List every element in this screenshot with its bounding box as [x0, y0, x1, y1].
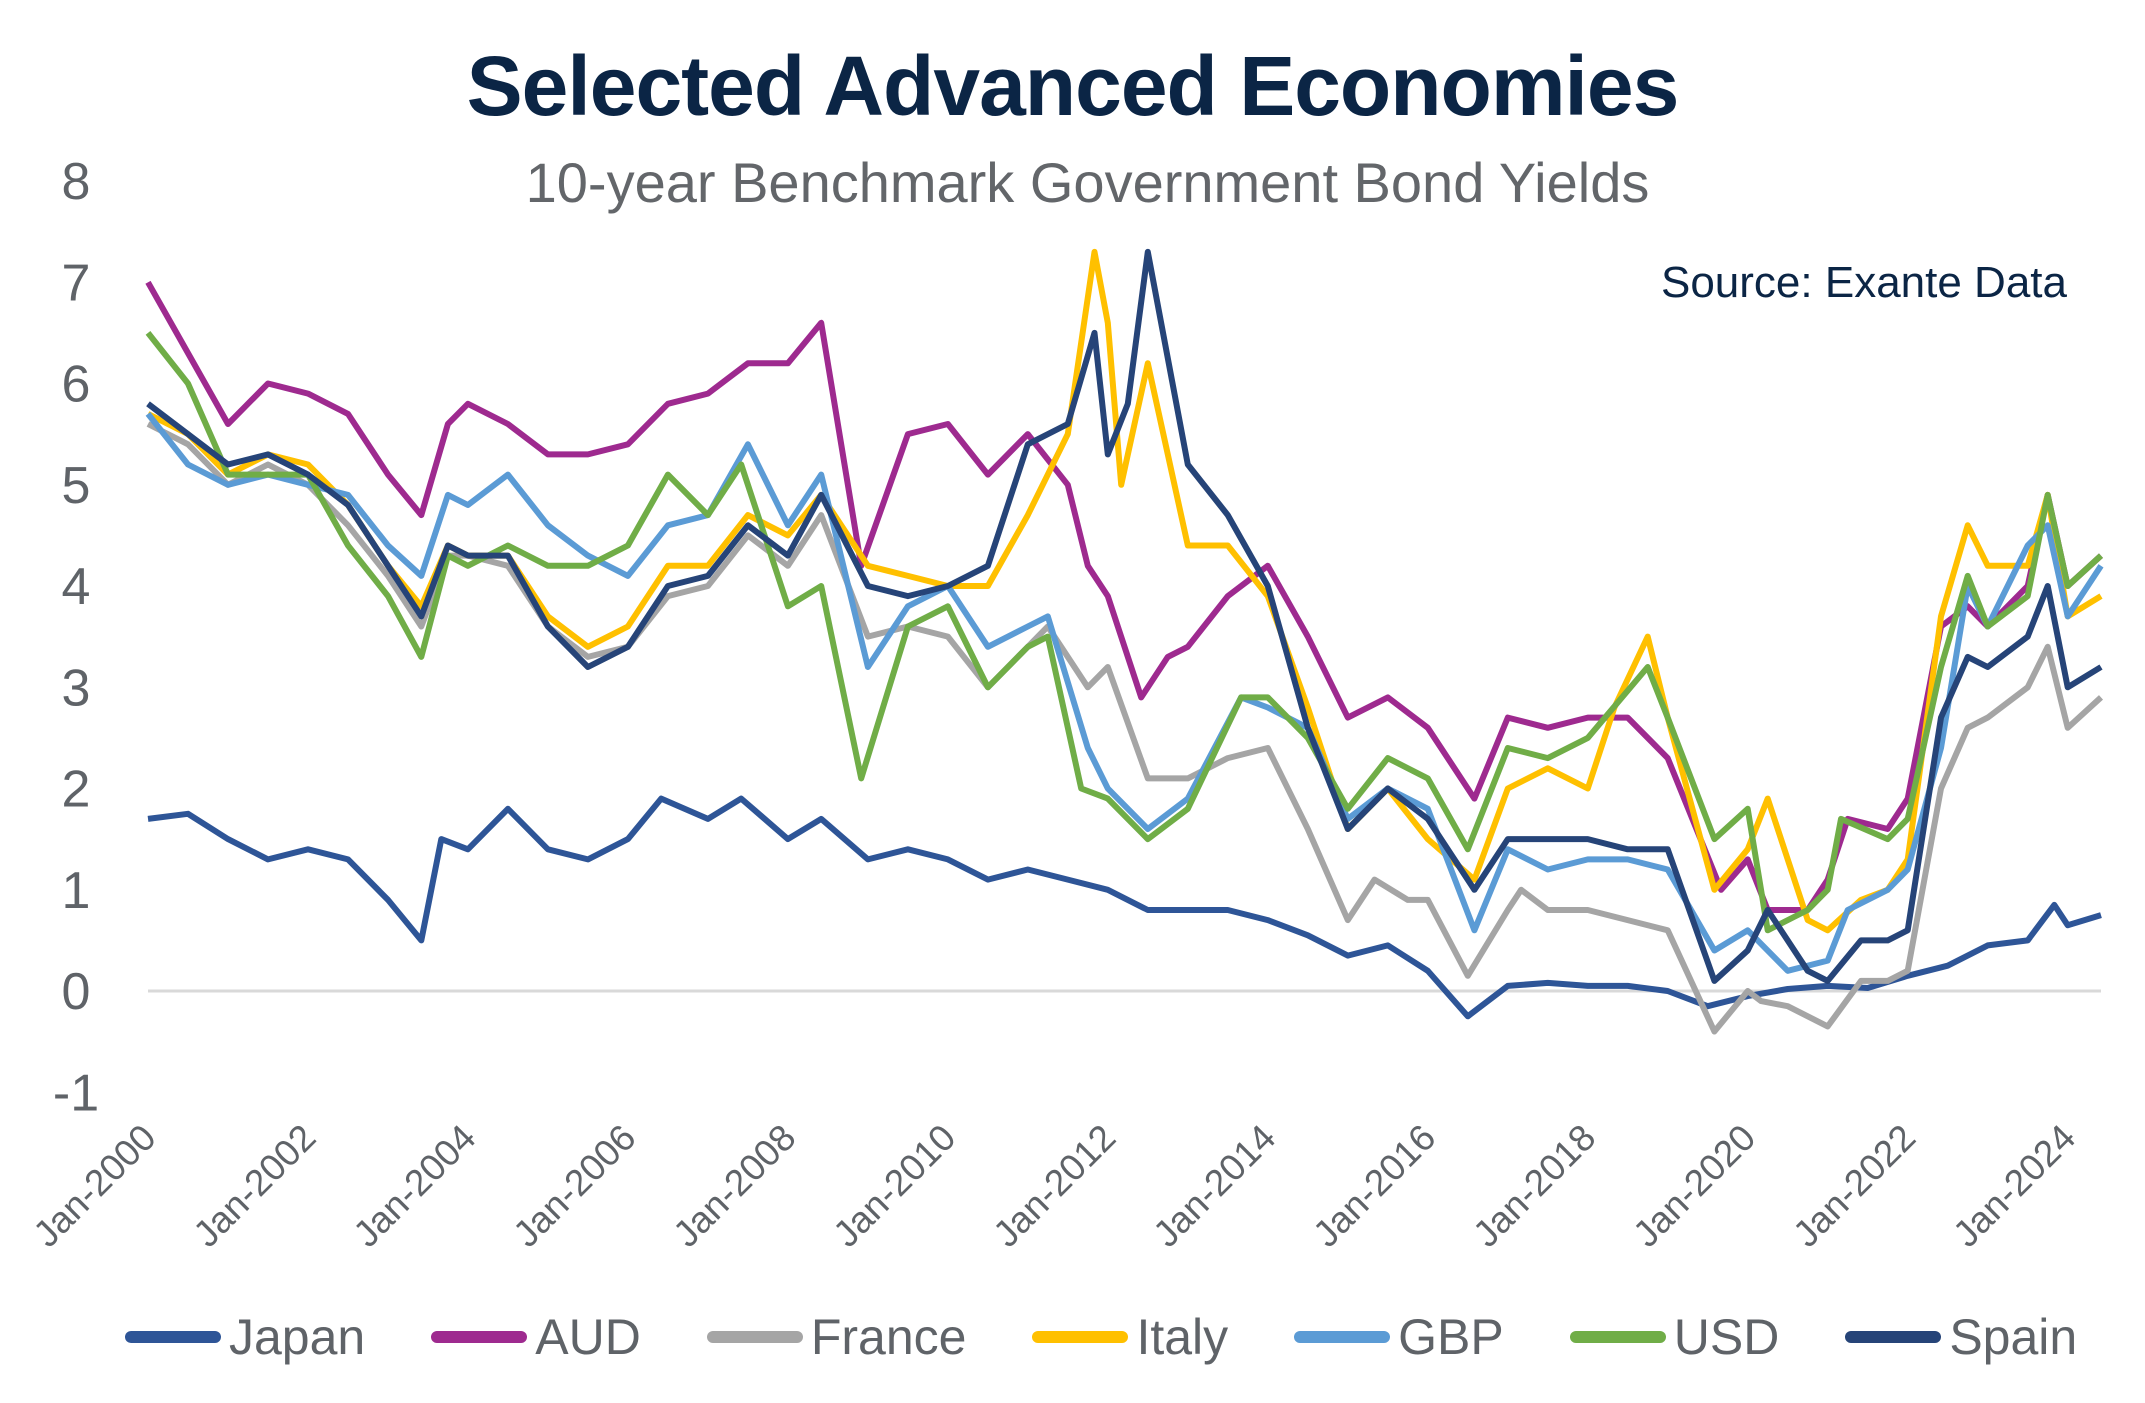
legend-swatch — [431, 1331, 528, 1343]
y-tick-label: 2 — [62, 761, 91, 819]
y-tick-label: 7 — [62, 254, 91, 312]
x-tick-label: Jan-2010 — [825, 1117, 963, 1255]
series-lines — [145, 248, 2104, 1035]
legend-label: France — [810, 1309, 967, 1365]
x-tick-label: Jan-2004 — [346, 1117, 484, 1255]
legend-swatch — [706, 1331, 803, 1343]
legend-item-usd: USD — [1569, 1308, 1780, 1366]
x-tick-label: Jan-2016 — [1305, 1117, 1443, 1255]
chart-title: Selected Advanced Economies — [466, 39, 1680, 133]
legend-label: Italy — [1136, 1309, 1229, 1365]
legend-item-gbp: GBP — [1294, 1308, 1504, 1366]
legend-label: AUD — [535, 1309, 641, 1365]
x-tick-label: Jan-2000 — [26, 1117, 164, 1255]
series-line-gbp — [145, 412, 2104, 974]
series-line-aud — [145, 280, 2104, 913]
y-tick-label: -1 — [53, 1064, 99, 1122]
x-tick-label: Jan-2002 — [186, 1117, 324, 1255]
chart-subtitle: 10-year Benchmark Government Bond Yields — [525, 151, 1650, 214]
legend-label: USD — [1673, 1309, 1780, 1365]
y-tick-label: 1 — [62, 862, 91, 920]
legend-swatch — [125, 1331, 221, 1343]
legend: Japan AUD France Italy GBP USD Spain — [125, 1308, 2077, 1366]
y-tick-label: 0 — [62, 963, 91, 1021]
series-line-japan — [147, 795, 2102, 1020]
legend-swatch — [1569, 1331, 1666, 1343]
legend-label: Spain — [1949, 1309, 2078, 1365]
series-line-spain — [146, 248, 2103, 984]
x-tick-label: Jan-2006 — [505, 1117, 643, 1255]
x-tick-label: Jan-2022 — [1785, 1117, 1923, 1255]
x-tick-label: Jan-2012 — [985, 1117, 1123, 1255]
series-line-usd — [145, 331, 2104, 934]
legend-item-japan: Japan — [125, 1308, 365, 1366]
legend-swatch — [1032, 1331, 1129, 1343]
x-tick-label: Jan-2024 — [1945, 1117, 2083, 1255]
x-tick-label: Jan-2018 — [1465, 1117, 1603, 1255]
y-tick-label: 3 — [62, 659, 91, 717]
x-tick-label: Jan-2008 — [665, 1117, 803, 1255]
y-tick-label: 8 — [62, 153, 91, 211]
y-tick-label: 4 — [62, 558, 91, 616]
x-tick-label: Jan-2014 — [1145, 1117, 1283, 1255]
legend-item-spain: Spain — [1845, 1308, 2077, 1366]
x-tick-label: Jan-2020 — [1625, 1117, 1763, 1255]
legend-swatch — [1845, 1331, 1942, 1343]
legend-label: GBP — [1398, 1309, 1504, 1365]
y-axis: -1 0 1 2 3 4 5 6 7 8 — [53, 153, 99, 1122]
legend-swatch — [1294, 1331, 1391, 1343]
y-tick-label: 6 — [62, 356, 91, 414]
legend-label: Japan — [229, 1309, 366, 1365]
legend-item-aud: AUD — [431, 1308, 641, 1366]
legend-item-france: France — [706, 1308, 967, 1366]
x-axis: Jan-2000 Jan-2002 Jan-2004 Jan-2006 Jan-2008… — [26, 1117, 2084, 1255]
source-annotation: Source: Exante Data — [1660, 258, 2067, 307]
y-tick-label: 5 — [62, 457, 91, 515]
legend-item-italy: Italy — [1032, 1308, 1228, 1366]
